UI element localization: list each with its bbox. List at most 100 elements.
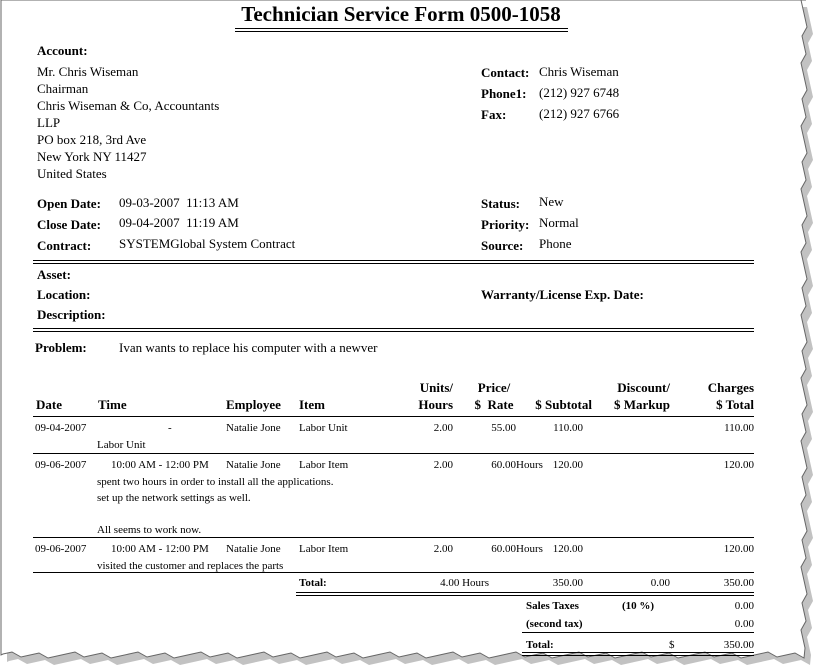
total-subtotal: 350.00 bbox=[552, 576, 583, 589]
cell-date: 09-04-2007 bbox=[35, 421, 87, 434]
cell-date: 09-06-2007 bbox=[35, 458, 87, 471]
cell-total: 110.00 bbox=[724, 421, 754, 434]
rule bbox=[522, 652, 754, 653]
field-value: Normal bbox=[539, 214, 579, 230]
column-header: Employee bbox=[226, 396, 281, 412]
field-value: Chris Wiseman bbox=[539, 63, 619, 79]
cell-time: 10:00 AM - 12:00 PM bbox=[111, 542, 209, 555]
row-note: set up the network settings as well. bbox=[97, 491, 251, 504]
tax-value: 0.00 bbox=[734, 617, 754, 630]
column-header: Units/ bbox=[419, 379, 453, 395]
address-line: PO box 218, 3rd Ave bbox=[37, 131, 147, 147]
field-label: Phone1: bbox=[481, 85, 527, 101]
column-header: $ Rate bbox=[474, 396, 514, 412]
field-label: Contract: bbox=[37, 237, 92, 253]
rule bbox=[522, 655, 754, 656]
column-header: Charges bbox=[707, 379, 754, 395]
cell-subtotal: 110.00 bbox=[553, 421, 583, 434]
cell-rate: 60.00 bbox=[491, 458, 516, 471]
rule bbox=[33, 263, 754, 264]
row-note: Labor Unit bbox=[97, 438, 146, 451]
rule bbox=[296, 595, 754, 596]
field-value: (212) 927 6766 bbox=[539, 105, 620, 121]
grand-total-value: 350.00 bbox=[723, 638, 754, 651]
field-value: New bbox=[539, 193, 564, 209]
rule bbox=[33, 416, 754, 417]
field-label: Description: bbox=[37, 306, 106, 322]
total-charges: 350.00 bbox=[723, 576, 754, 589]
cell-time: - bbox=[168, 421, 172, 434]
column-header: $ Total bbox=[716, 396, 754, 412]
column-header: $ Markup bbox=[614, 396, 670, 412]
column-header: Item bbox=[299, 396, 325, 412]
cell-employee: Natalie Jone bbox=[226, 458, 281, 471]
address-line: United States bbox=[37, 165, 107, 181]
field-label: Open Date: bbox=[37, 195, 101, 211]
field-value: Phone bbox=[539, 235, 572, 251]
tax-value: 0.00 bbox=[734, 599, 754, 612]
paper-sheet bbox=[0, 0, 808, 659]
cell-employee: Natalie Jone bbox=[226, 421, 281, 434]
field-value: 09-03-2007 11:13 AM bbox=[119, 194, 239, 210]
grand-total-currency: $ bbox=[669, 638, 675, 651]
field-label: Fax: bbox=[481, 106, 507, 122]
cell-employee: Natalie Jone bbox=[226, 542, 281, 555]
field-label: Close Date: bbox=[37, 216, 101, 232]
rule bbox=[33, 537, 754, 538]
tax-rate: (10 %) bbox=[622, 599, 655, 612]
cell-units: 2.00 bbox=[433, 458, 453, 471]
grand-total-label: Total: bbox=[526, 638, 554, 651]
field-value: SYSTEMGlobal System Contract bbox=[119, 235, 296, 251]
column-header: $ Subtotal bbox=[535, 396, 592, 412]
cell-total: 120.00 bbox=[723, 458, 754, 471]
address-line: New York NY 11427 bbox=[37, 148, 147, 164]
cell-subtotal: 120.00 bbox=[552, 458, 583, 471]
field-label: Problem: bbox=[35, 339, 87, 355]
cell-rate: 55.00 bbox=[491, 421, 516, 434]
field-value: 09-04-2007 11:19 AM bbox=[119, 215, 239, 230]
total-label: Total: bbox=[299, 576, 327, 589]
form-title: Technician Service Form 0500-1058 bbox=[241, 1, 561, 26]
field-label: Priority: bbox=[481, 216, 530, 232]
cell-item: Labor Unit bbox=[299, 421, 348, 434]
cell-rate-unit: Hours bbox=[516, 458, 543, 471]
cell-date: 09-06-2007 bbox=[35, 542, 87, 555]
field-value: (212) 927 6748 bbox=[539, 84, 620, 100]
address-line: Mr. Chris Wiseman bbox=[37, 63, 139, 79]
total-markup: 0.00 bbox=[650, 576, 670, 589]
total-hours: 4.00 Hours bbox=[440, 576, 489, 589]
cell-time: 10:00 AM - 12:00 PM bbox=[111, 458, 209, 471]
rule bbox=[33, 260, 754, 261]
rule bbox=[296, 592, 754, 593]
rule bbox=[33, 453, 754, 454]
field-label: Warranty/License Exp. Date: bbox=[481, 286, 644, 302]
row-note: spent two hours in order to install all … bbox=[97, 475, 334, 488]
cell-item: Labor Item bbox=[299, 542, 349, 555]
tax-label: Sales Taxes bbox=[526, 599, 579, 612]
account-label: Account: bbox=[37, 42, 88, 58]
field-label: Status: bbox=[481, 195, 521, 211]
cell-item: Labor Item bbox=[299, 458, 349, 471]
cell-units: 2.00 bbox=[433, 421, 453, 434]
rule bbox=[235, 28, 568, 29]
field-value: Ivan wants to replace his computer with … bbox=[119, 339, 378, 355]
row-note: All seems to work now. bbox=[97, 523, 202, 536]
column-header: Date bbox=[36, 396, 62, 412]
cell-rate-unit: Hours bbox=[516, 542, 543, 555]
column-header: Price/ bbox=[477, 379, 511, 395]
rule bbox=[33, 328, 754, 329]
address-line: Chris Wiseman & Co, Accountants bbox=[37, 97, 220, 113]
address-line: LLP bbox=[37, 114, 61, 130]
row-note: visited the customer and replaces the pa… bbox=[97, 559, 284, 572]
rule bbox=[33, 572, 754, 573]
address-line: Chairman bbox=[37, 80, 89, 96]
cell-units: 2.00 bbox=[433, 542, 453, 555]
column-header: Discount/ bbox=[617, 379, 670, 395]
column-header: Time bbox=[98, 396, 127, 412]
rule bbox=[33, 331, 754, 332]
rule bbox=[522, 632, 754, 633]
field-label: Location: bbox=[37, 286, 91, 302]
field-label: Contact: bbox=[481, 64, 530, 80]
